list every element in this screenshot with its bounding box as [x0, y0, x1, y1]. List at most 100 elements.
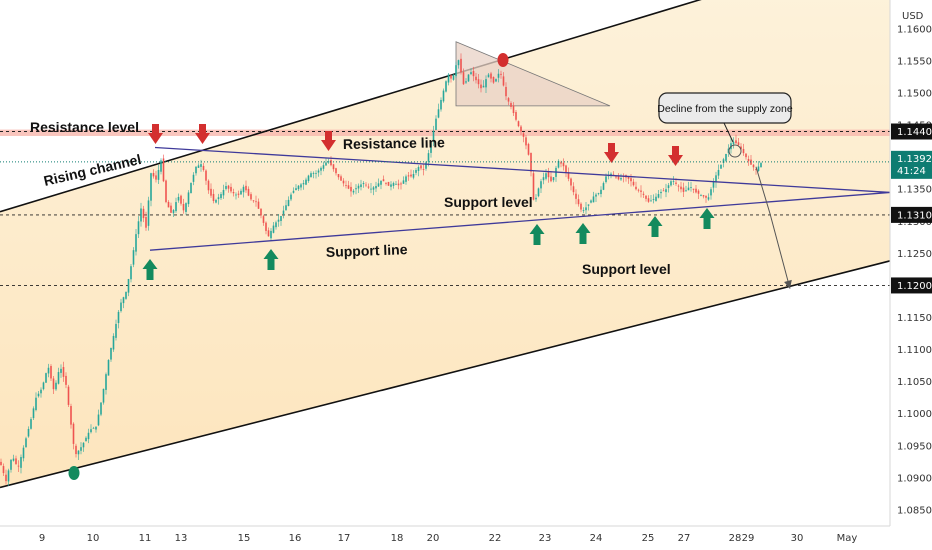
candle-body [460, 58, 462, 73]
forecast-path [755, 166, 791, 289]
candle-body [137, 221, 140, 235]
candle-body [742, 148, 745, 154]
up-arrow-icon [529, 224, 545, 245]
candle-body [670, 181, 672, 186]
candle-body [675, 182, 677, 184]
time-axis[interactable]: 9 10 11 13 15 16 17 18 20 22 23 24 25 27 28 29 30 May [0, 525, 890, 544]
candle-body [745, 153, 747, 158]
candle-body [17, 465, 20, 467]
candle-body [520, 126, 522, 132]
current-price-badge-bg [891, 150, 932, 179]
candle-body [90, 429, 92, 433]
price-label-text: 1.13100 [897, 210, 932, 221]
candle-body [510, 103, 512, 107]
candle-body [2, 466, 5, 474]
candle-body [282, 210, 285, 215]
candle-body [75, 445, 77, 455]
candle-body [277, 219, 280, 222]
candle-body [687, 187, 690, 191]
candle-body [357, 185, 360, 189]
candle-body [37, 393, 40, 397]
candle-body [380, 180, 382, 185]
x-tick-label: 24 [590, 533, 603, 544]
candle-body [485, 79, 487, 88]
candle-body [162, 158, 165, 182]
candle-body [165, 180, 167, 203]
price-axis[interactable]: USD 1.160001.155001.150001.145001.140001… [889, 0, 932, 526]
candle-body [40, 389, 42, 394]
candle-body [52, 378, 55, 390]
candle-body [702, 195, 705, 197]
candle-body [672, 181, 675, 183]
up-arrow-icon [142, 259, 158, 280]
candle-body [617, 175, 620, 180]
candle-body [690, 187, 692, 188]
candle-body [515, 112, 517, 120]
candle-body [727, 148, 730, 153]
candle-body [602, 183, 605, 190]
candle-body [55, 382, 57, 390]
x-tick-label: 29 [742, 533, 755, 544]
down-arrow-icon [604, 143, 619, 163]
candle-body [342, 180, 345, 184]
up-arrow-icon [647, 216, 663, 237]
candle-body [442, 90, 445, 102]
candle-body [400, 183, 402, 185]
candle-body [715, 175, 717, 183]
callout-pointer [723, 122, 734, 143]
candle-body [577, 199, 580, 205]
candle-body [232, 192, 235, 194]
candle-body [717, 169, 720, 176]
candle-body [480, 84, 482, 89]
candle-body [545, 173, 547, 179]
candle-body [85, 437, 87, 442]
candle-body [725, 153, 727, 161]
candle-body [737, 142, 740, 146]
candle-body [627, 176, 630, 179]
x-tick-label: 9 [39, 533, 45, 544]
candle-body [225, 186, 227, 189]
candle-body [197, 165, 200, 168]
candle-body [650, 200, 652, 202]
candle-body [457, 60, 460, 66]
candle-body [420, 165, 422, 169]
candle-body [567, 172, 570, 179]
candle-body [487, 74, 490, 78]
price-label-text: 1.14400 [897, 127, 932, 138]
candle-body [565, 165, 567, 173]
candle-body [220, 194, 222, 199]
candle-body [115, 323, 117, 338]
candle-body [112, 335, 115, 350]
resistance-zone [0, 129, 890, 136]
candle-body [345, 185, 347, 187]
candle-body [707, 197, 710, 200]
candle-body [315, 173, 317, 174]
y-tick-label: 1.11500 [897, 313, 932, 324]
candle-body [477, 79, 480, 85]
candle-body [415, 169, 417, 173]
x-tick-label: 30 [791, 533, 804, 544]
up-arrow-icon [263, 249, 279, 270]
annotation-lower-support-level: Support level [582, 261, 671, 277]
resistance-trendline [154, 146, 890, 194]
candle-body [270, 230, 272, 239]
candle-body [705, 195, 707, 198]
candle-body [300, 184, 302, 188]
candle-body [285, 205, 287, 211]
candle-body [472, 71, 475, 77]
candle-body [447, 74, 450, 83]
candle-body [620, 178, 622, 180]
candle-body [402, 180, 405, 184]
candle-body [680, 186, 682, 190]
candle-body [580, 203, 582, 210]
candle-body [275, 222, 277, 228]
candles [0, 53, 762, 486]
candle-body [497, 73, 500, 78]
candle-body [157, 169, 160, 180]
candle-body [247, 188, 250, 196]
candle-body [307, 175, 310, 181]
x-tick-label: 20 [427, 533, 440, 544]
x-tick-label: May [837, 533, 858, 544]
candle-body [65, 375, 67, 385]
